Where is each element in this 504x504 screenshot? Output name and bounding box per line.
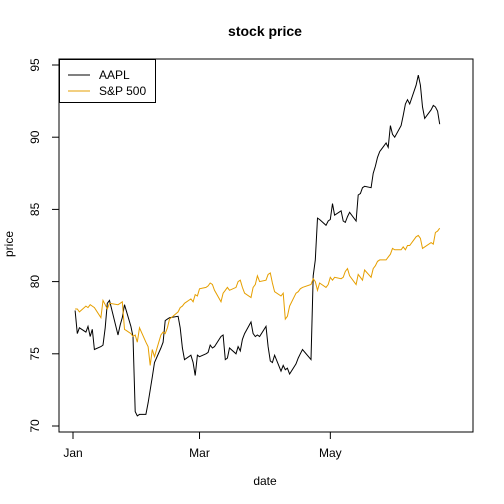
y-tick-label: 95 — [28, 58, 42, 72]
plot-frame — [58, 58, 474, 433]
y-tick-label: 90 — [28, 130, 42, 144]
axes-layer: Jan Mar May 70 75 80 85 90 95 — [28, 58, 342, 460]
x-tick-label: Jan — [63, 446, 82, 460]
x-tick-label: May — [319, 446, 342, 460]
y-tick-label: 80 — [28, 275, 42, 289]
legend: AAPL S&P 500 — [59, 59, 156, 103]
y-tick-label: 75 — [28, 347, 42, 361]
legend-label-aapl: AAPL — [99, 68, 130, 82]
x-axis-title: date — [253, 474, 277, 488]
chart-title: stock price — [228, 23, 302, 39]
legend-box — [59, 59, 156, 103]
series-line-s-p-500 — [75, 227, 441, 366]
series-line-aapl — [74, 74, 441, 417]
y-tick-label: 70 — [28, 419, 42, 433]
y-axis-title: price — [2, 231, 16, 257]
y-tick-label: 85 — [28, 202, 42, 216]
legend-label-sp500: S&P 500 — [99, 84, 146, 98]
series-layer — [74, 74, 441, 417]
x-tick-label: Mar — [189, 446, 210, 460]
